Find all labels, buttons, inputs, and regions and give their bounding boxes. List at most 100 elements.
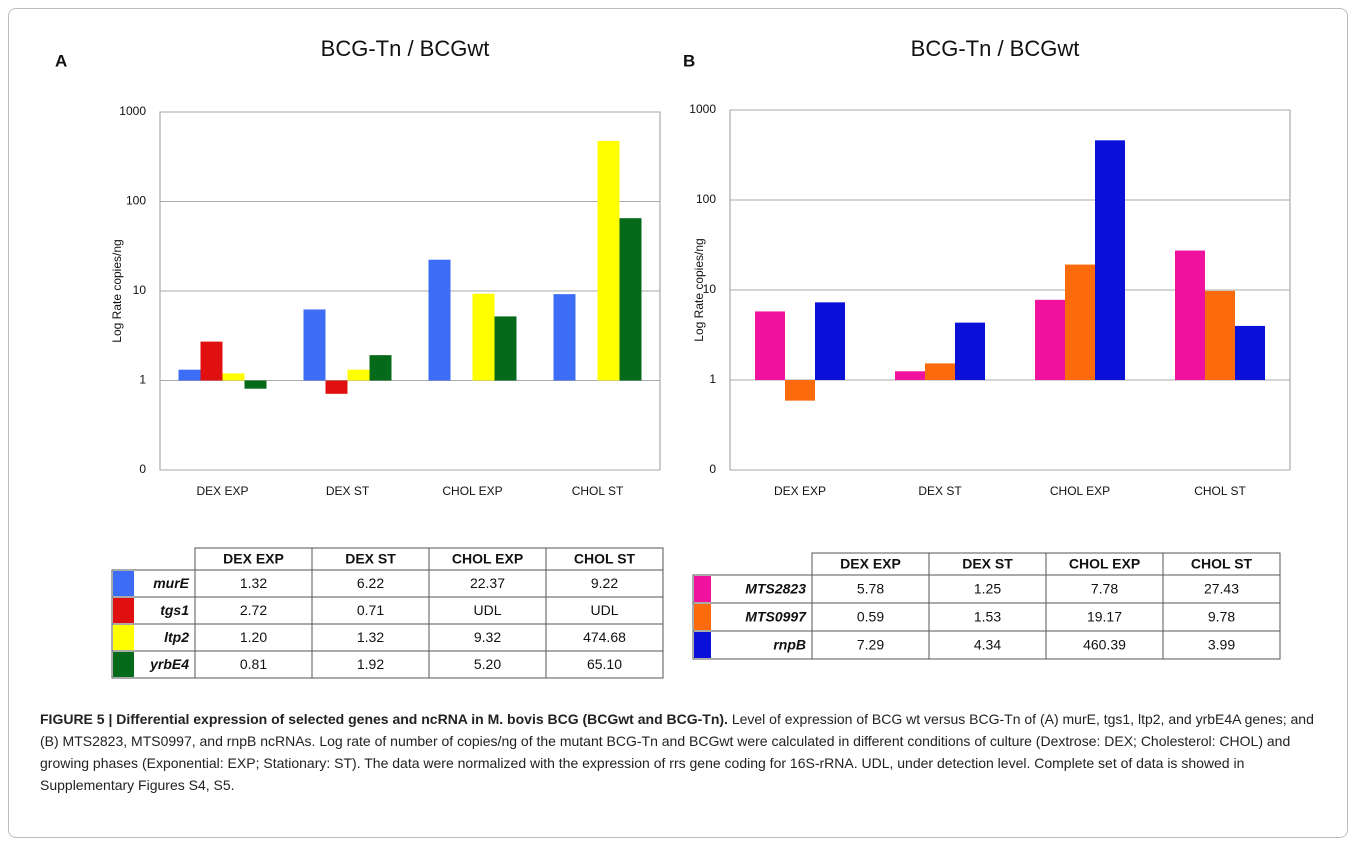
y-axis-label: Log Rate copies/ng (692, 238, 706, 341)
bar (244, 380, 267, 389)
x-tick-label: CHOL EXP (442, 484, 502, 498)
chart-title: BCG-Tn / BCGwt (321, 36, 490, 61)
bar (178, 369, 201, 381)
x-tick-label: DEX ST (326, 484, 370, 498)
table-value: 1.53 (974, 609, 1001, 625)
table-value: 7.29 (857, 637, 884, 653)
caption-text: Level of expression of BCG wt versus BCG… (40, 711, 1314, 793)
table-value: 3.99 (1208, 637, 1235, 653)
bar (895, 371, 925, 380)
caption: FIGURE 5 | Differential expression of se… (40, 708, 1330, 796)
legend-swatch (694, 576, 711, 602)
chart-title: BCG-Tn / BCGwt (911, 36, 1080, 61)
y-tick-label: 0 (139, 462, 146, 476)
bar (428, 259, 451, 381)
bar (369, 355, 392, 381)
y-tick-label: 100 (126, 194, 146, 208)
bar (1035, 299, 1065, 380)
table-value: 1.32 (240, 575, 267, 591)
panel-label: B (683, 51, 695, 70)
table-value: 27.43 (1204, 581, 1239, 597)
table-value: 6.22 (357, 575, 384, 591)
legend-swatch (694, 632, 711, 658)
table-value: 5.20 (474, 656, 501, 672)
table-value: 1.92 (357, 656, 384, 672)
table-value: UDL (473, 602, 501, 618)
y-tick-label: 1000 (689, 102, 716, 116)
table-header: DEX EXP (223, 551, 284, 567)
legend-swatch (113, 652, 134, 677)
bar (1065, 264, 1095, 380)
y-tick-label: 1 (139, 373, 146, 387)
legend-name: MTS2823 (745, 581, 806, 597)
y-tick-label: 10 (703, 282, 717, 296)
caption-title: FIGURE 5 | Differential expression of se… (40, 711, 728, 727)
table-value: 22.37 (470, 575, 505, 591)
table-value: 0.81 (240, 656, 267, 672)
bar (347, 369, 370, 381)
x-tick-label: CHOL ST (1194, 484, 1246, 498)
bar (200, 341, 223, 381)
table-value: 9.32 (474, 629, 501, 645)
table-value: 1.20 (240, 629, 267, 645)
bar (553, 294, 576, 381)
x-tick-label: DEX EXP (774, 484, 826, 498)
bar (494, 316, 517, 381)
legend-name: ltp2 (164, 629, 189, 645)
table-header: CHOL ST (1191, 556, 1253, 572)
bar (1095, 140, 1125, 380)
x-tick-label: CHOL ST (572, 484, 624, 498)
table-value: UDL (590, 602, 618, 618)
legend-name: yrbE4 (149, 656, 189, 672)
bar (755, 311, 785, 380)
table-value: 0.71 (357, 602, 384, 618)
bar (925, 363, 955, 380)
y-tick-label: 0 (709, 462, 716, 476)
table-value: 9.78 (1208, 609, 1235, 625)
table-value: 0.59 (857, 609, 884, 625)
table-value: 4.34 (974, 637, 1001, 653)
table-value: 9.22 (591, 575, 618, 591)
x-tick-label: DEX ST (918, 484, 962, 498)
bar (303, 309, 326, 381)
bar (1205, 290, 1235, 380)
y-tick-label: 1 (709, 372, 716, 386)
table-value: 460.39 (1083, 637, 1126, 653)
table-value: 1.25 (974, 581, 1001, 597)
x-tick-label: CHOL EXP (1050, 484, 1110, 498)
table-header: CHOL EXP (1069, 556, 1140, 572)
table-header: DEX ST (962, 556, 1013, 572)
bar (619, 218, 642, 381)
table-header: CHOL EXP (452, 551, 523, 567)
table-value: 19.17 (1087, 609, 1122, 625)
table-header: DEX EXP (840, 556, 901, 572)
table-value: 65.10 (587, 656, 622, 672)
bar (815, 302, 845, 380)
legend-name: tgs1 (160, 602, 189, 618)
table-value: 7.78 (1091, 581, 1118, 597)
bar (597, 140, 620, 381)
bar (472, 293, 495, 381)
y-tick-label: 1000 (119, 104, 146, 118)
bar (1175, 250, 1205, 380)
table-value: 474.68 (583, 629, 626, 645)
legend-swatch (113, 625, 134, 650)
x-tick-label: DEX EXP (196, 484, 248, 498)
table-value: 1.32 (357, 629, 384, 645)
legend-name: MTS0997 (745, 609, 807, 625)
table-header: DEX ST (345, 551, 396, 567)
bar (325, 380, 348, 394)
figure-frame (8, 8, 1348, 838)
legend-swatch (694, 604, 711, 630)
bar (785, 380, 815, 401)
table-value: 5.78 (857, 581, 884, 597)
legend-swatch (113, 571, 134, 596)
bar (1235, 325, 1265, 380)
legend-name: rnpB (773, 637, 806, 653)
bar (222, 373, 245, 381)
panel-label: A (55, 51, 67, 70)
bar (955, 322, 985, 380)
table-value: 2.72 (240, 602, 267, 618)
legend-swatch (113, 598, 134, 623)
